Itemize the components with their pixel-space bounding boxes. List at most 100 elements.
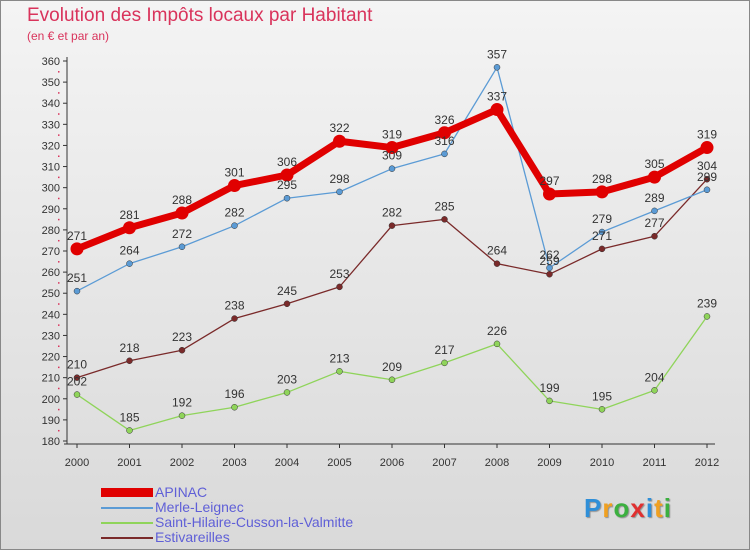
data-label-3: 264 — [487, 244, 507, 258]
y-tick-label: 340 — [42, 98, 60, 110]
series-point-1 — [231, 222, 238, 229]
series-point-1 — [336, 188, 343, 196]
series-point-2 — [651, 387, 658, 394]
logo-letter: r — [602, 493, 614, 523]
data-label-0: 319 — [382, 128, 402, 142]
data-label-0: 306 — [277, 155, 297, 169]
data-label-0: 288 — [172, 193, 192, 207]
data-label-3: 259 — [539, 254, 559, 268]
series-point-1 — [126, 260, 133, 267]
y-minor-tick — [58, 429, 60, 432]
y-tick-label: 240 — [42, 309, 60, 321]
data-label-2: 204 — [644, 370, 664, 384]
y-minor-tick — [58, 345, 60, 347]
data-label-1: 357 — [487, 47, 507, 61]
logo-letter: P — [584, 493, 603, 523]
x-tick-label: 2000 — [65, 457, 89, 469]
x-tick-label: 2005 — [327, 457, 351, 469]
series-point-0 — [228, 179, 241, 193]
data-label-1: 299 — [697, 170, 717, 184]
data-label-1: 262 — [539, 248, 559, 262]
logo-letter: t — [654, 493, 664, 523]
series-point-2 — [493, 340, 501, 348]
legend-swatch-merle-leignec — [101, 507, 153, 509]
series-point-0 — [70, 242, 84, 256]
legend-label-saint-hilaire: Saint-Hilaire-Cusson-la-Valmitte — [155, 514, 354, 530]
series-point-2 — [703, 313, 711, 320]
data-label-0: 271 — [67, 229, 87, 243]
y-minor-tick — [58, 282, 60, 284]
series-point-2 — [388, 376, 396, 384]
data-label-2: 213 — [329, 351, 349, 365]
series-point-3 — [703, 175, 711, 183]
data-label-0: 298 — [592, 172, 612, 186]
y-minor-tick — [58, 71, 60, 73]
series-point-2 — [598, 406, 606, 413]
x-tick-label: 2002 — [170, 457, 194, 469]
series-point-0 — [543, 187, 556, 201]
series-point-1 — [73, 287, 81, 295]
data-label-1: 295 — [277, 178, 297, 192]
series-point-1 — [651, 207, 658, 215]
x-tick-label: 2003 — [222, 457, 246, 469]
y-tick-label: 270 — [42, 246, 60, 258]
y-minor-tick — [58, 303, 60, 305]
x-tick-label: 2011 — [643, 457, 667, 469]
series-point-3 — [231, 315, 238, 322]
y-minor-tick — [58, 261, 60, 263]
y-minor-tick — [58, 134, 60, 136]
series-point-2 — [231, 403, 238, 411]
y-tick-label: 250 — [42, 288, 60, 300]
y-minor-tick — [58, 113, 60, 115]
data-label-1: 282 — [224, 206, 244, 220]
series-point-3 — [546, 270, 553, 278]
proxiti-logo: Proxiti — [584, 493, 672, 524]
data-label-3: 253 — [329, 267, 349, 281]
chart-title: Evolution des Impôts locaux par Habitant — [27, 5, 373, 26]
legend-label-estivareilles: Estivareilles — [155, 529, 230, 545]
series-point-1 — [703, 186, 711, 194]
x-tick-label: 2009 — [537, 457, 561, 469]
series-point-2 — [283, 389, 291, 396]
logo-letter: o — [613, 493, 631, 523]
legend-swatch-estivareilles — [101, 537, 153, 539]
x-tick-label: 2006 — [380, 457, 404, 469]
series-point-3 — [178, 346, 186, 354]
y-minor-tick — [58, 155, 60, 157]
data-label-1: 279 — [592, 212, 612, 226]
data-label-3: 223 — [172, 330, 192, 344]
series-line-1 — [76, 66, 708, 292]
series-point-0 — [490, 103, 504, 117]
data-label-3: 277 — [644, 216, 664, 230]
y-tick-label: 190 — [42, 415, 60, 427]
series-point-0 — [280, 168, 294, 182]
series-point-3 — [73, 374, 81, 381]
y-minor-tick — [58, 218, 60, 221]
data-label-2: 209 — [382, 360, 402, 374]
series-point-2 — [336, 368, 343, 375]
y-tick-label: 320 — [42, 140, 60, 152]
data-label-2: 217 — [434, 343, 454, 357]
series-point-2 — [126, 427, 133, 434]
series-point-3 — [388, 222, 396, 229]
series-point-0 — [123, 221, 136, 235]
series-point-1 — [546, 264, 553, 272]
data-label-2: 239 — [697, 296, 717, 310]
x-tick-label: 2007 — [432, 457, 456, 469]
logo-letter: i — [663, 493, 672, 523]
data-label-3: 238 — [224, 299, 244, 313]
series-point-0 — [700, 141, 714, 155]
y-tick-label: 280 — [42, 225, 60, 237]
data-label-2: 199 — [539, 381, 559, 395]
data-label-0: 319 — [697, 128, 717, 142]
data-label-3: 282 — [382, 206, 402, 220]
data-label-2: 203 — [277, 372, 297, 386]
legend-swatch-saint-hilaire — [101, 522, 153, 524]
data-label-0: 322 — [329, 121, 349, 135]
series-point-0 — [385, 141, 399, 155]
logo-letter: i — [645, 493, 655, 523]
series-point-0 — [333, 134, 346, 148]
data-label-1: 264 — [119, 244, 139, 258]
y-tick-label: 290 — [42, 204, 60, 216]
